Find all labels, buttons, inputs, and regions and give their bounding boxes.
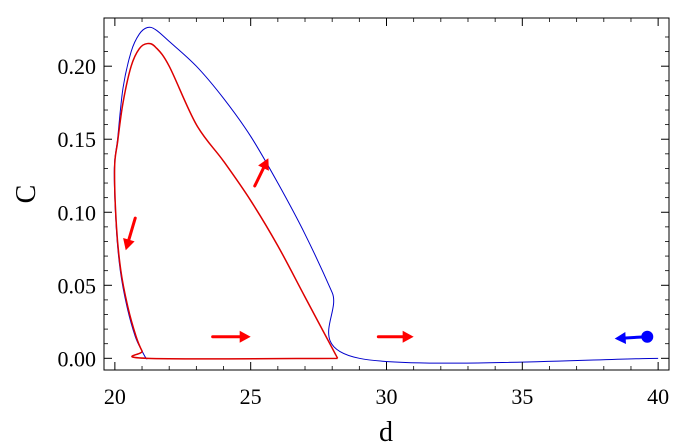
x-tick-label: 30 xyxy=(376,384,398,409)
y-tick-label: 0.15 xyxy=(58,127,97,152)
trajectory-line-1 xyxy=(113,26,659,364)
arrows-layer xyxy=(123,158,654,344)
start-point-dot xyxy=(641,330,654,343)
direction-arrow-3 xyxy=(211,330,251,343)
arrow-head xyxy=(239,330,251,343)
plot-frame xyxy=(103,17,670,371)
arrow-head xyxy=(258,158,269,171)
x-axis-title: d xyxy=(379,417,393,447)
x-tick-label: 40 xyxy=(647,384,669,409)
x-tick-label: 25 xyxy=(240,384,262,409)
ticks-layer: 20 25 30 35 40 0.00 0.05 0.10 0.15 0.20 xyxy=(58,18,669,409)
y-tick-label: 0.20 xyxy=(58,54,97,79)
x-tick-label: 20 xyxy=(104,384,126,409)
y-tick-label: 0.00 xyxy=(58,346,97,371)
arrow-shaft xyxy=(127,216,137,242)
arrow-head xyxy=(123,237,135,251)
x-tick-label: 35 xyxy=(511,384,533,409)
direction-arrow-4 xyxy=(376,330,414,343)
arrow-head xyxy=(614,331,627,344)
direction-arrow-1 xyxy=(123,216,137,251)
arrow-head xyxy=(402,330,414,343)
y-axis-title: C xyxy=(11,185,42,204)
arrow-shaft xyxy=(253,166,266,188)
curves-layer xyxy=(113,26,659,364)
y-tick-label: 0.10 xyxy=(58,200,97,225)
y-tick-label: 0.05 xyxy=(58,273,97,298)
trajectory-line-2 xyxy=(113,42,339,360)
direction-arrow-2 xyxy=(253,158,269,188)
direction-arrow-5 xyxy=(614,330,654,344)
